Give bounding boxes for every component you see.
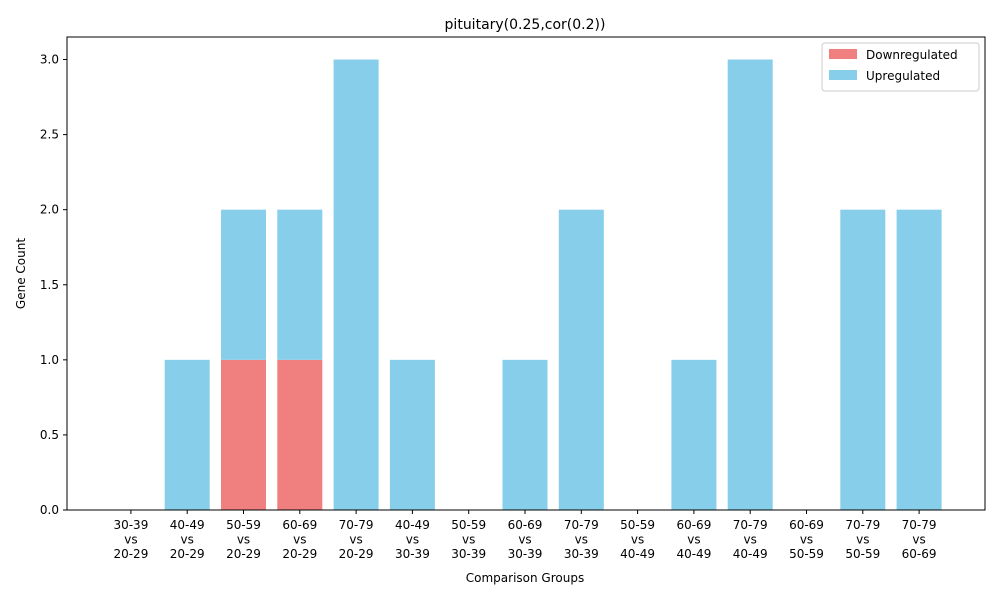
y-axis-label: Gene Count xyxy=(14,238,28,309)
x-tick-label-line: vs xyxy=(349,533,362,547)
x-tick-label-line: vs xyxy=(124,533,137,547)
bar-upregulated-5 xyxy=(389,359,435,510)
bar-upregulated-8 xyxy=(558,209,604,510)
x-tick-label-line: vs xyxy=(181,533,194,547)
x-tick-label-line: 30-39 xyxy=(113,518,148,532)
x-tick-label-line: 30-39 xyxy=(564,547,599,561)
x-tick-label-line: vs xyxy=(744,533,757,547)
x-tick-label-line: 60-69 xyxy=(676,518,711,532)
y-tick-label: 0.0 xyxy=(40,503,59,517)
x-tick-label: 50-59 vs 20-29 xyxy=(226,518,261,561)
x-tick-label-line: vs xyxy=(687,533,700,547)
legend-box xyxy=(821,42,980,92)
legend-swatch-downregulated xyxy=(829,49,857,59)
x-tick-label-line: vs xyxy=(912,533,925,547)
x-tick-label: 70-79 vs 40-49 xyxy=(733,518,768,561)
chart-title: pituitary(0.25,cor(0.2)) xyxy=(445,17,606,33)
x-tick-label: 50-59 vs 30-39 xyxy=(451,518,486,561)
x-tick-label-line: 40-49 xyxy=(676,547,711,561)
x-tick-label-line: vs xyxy=(800,533,813,547)
x-tick-label-line: 30-39 xyxy=(395,547,430,561)
x-tick-label: 60-69 vs 20-29 xyxy=(282,518,317,561)
x-tick-label-line: 20-29 xyxy=(170,547,205,561)
x-tick-label-line: 70-79 xyxy=(339,518,374,532)
x-tick-label-line: 30-39 xyxy=(508,547,543,561)
x-tick-label: 60-69 vs 50-59 xyxy=(789,518,824,561)
y-tick-label: 3.0 xyxy=(40,53,59,67)
y-tick-label: 2.0 xyxy=(40,203,59,217)
plot-frame xyxy=(66,36,986,511)
x-tick-label: 70-79 vs 60-69 xyxy=(902,518,937,561)
x-tick-label-line: vs xyxy=(462,533,475,547)
x-tick-label-line: 20-29 xyxy=(282,547,317,561)
legend-label-downregulated: Downregulated xyxy=(866,48,958,62)
x-tick-label: 30-39 vs 20-29 xyxy=(113,518,148,561)
x-tick-label-line: vs xyxy=(518,533,531,547)
y-tick-label: 1.0 xyxy=(40,353,59,367)
x-tick-label-line: 40-49 xyxy=(395,518,430,532)
x-tick-label-line: 20-29 xyxy=(226,547,261,561)
x-tick-label: 50-59 vs 40-49 xyxy=(620,518,655,561)
x-tick-label: 70-79 vs 20-29 xyxy=(339,518,374,561)
y-axis: 0.0 0.5 1.0 1.5 2.0 2.5 3.0 xyxy=(40,53,67,517)
y-tick-label: 1.5 xyxy=(40,278,59,292)
x-tick-label-line: 50-59 xyxy=(789,547,824,561)
x-tick-label-line: vs xyxy=(237,533,250,547)
x-tick-label: 70-79 vs 50-59 xyxy=(845,518,880,561)
x-tick-label-line: 20-29 xyxy=(113,547,148,561)
x-tick-label-line: 50-59 xyxy=(451,518,486,532)
x-tick-label-line: vs xyxy=(293,533,306,547)
bar-downregulated-2 xyxy=(221,359,266,510)
x-tick-label: 60-69 vs 40-49 xyxy=(676,518,711,561)
x-tick-label-line: 70-79 xyxy=(845,518,880,532)
x-tick-label-line: 60-69 xyxy=(508,518,543,532)
bar-upregulated-4 xyxy=(333,59,379,511)
bar-upregulated-7 xyxy=(502,359,548,510)
x-tick-label-line: 70-79 xyxy=(564,518,599,532)
x-tick-label-line: 50-59 xyxy=(845,547,880,561)
bar-upregulated-1 xyxy=(164,359,210,510)
x-axis-label: Comparison Groups xyxy=(466,571,584,585)
x-tick-label-line: 40-49 xyxy=(620,547,655,561)
bar-upregulated-2 xyxy=(221,209,266,360)
x-tick-label-line: 30-39 xyxy=(451,547,486,561)
bar-upregulated-3 xyxy=(277,209,323,360)
x-tick-label-line: vs xyxy=(631,533,644,547)
legend: Downregulated Upregulated xyxy=(821,42,980,92)
x-tick-label-line: 50-59 xyxy=(226,518,261,532)
x-tick-label-line: 70-79 xyxy=(902,518,937,532)
legend-swatch-upregulated xyxy=(829,70,857,80)
bar-upregulated-10 xyxy=(671,359,717,510)
x-tick-label-line: vs xyxy=(575,533,588,547)
y-tick-label: 0.5 xyxy=(40,428,59,442)
x-tick-label-line: vs xyxy=(856,533,869,547)
x-tick-label: 40-49 vs 20-29 xyxy=(170,518,205,561)
y-tick-label: 2.5 xyxy=(40,128,59,142)
x-tick-label-line: 50-59 xyxy=(620,518,655,532)
x-tick-label-line: 70-79 xyxy=(733,518,768,532)
bars-group xyxy=(164,59,942,511)
bar-upregulated-13 xyxy=(840,209,886,510)
bar-upregulated-11 xyxy=(727,59,773,511)
x-tick-label-line: 60-69 xyxy=(902,547,937,561)
x-tick-label-line: 40-49 xyxy=(170,518,205,532)
x-tick-label-line: 60-69 xyxy=(789,518,824,532)
bar-upregulated-14 xyxy=(896,209,942,510)
x-tick-label: 40-49 vs 30-39 xyxy=(395,518,430,561)
x-tick-label: 60-69 vs 30-39 xyxy=(508,518,543,561)
bar-downregulated-3 xyxy=(277,359,323,510)
legend-label-upregulated: Upregulated xyxy=(866,69,940,83)
x-tick-label-line: 40-49 xyxy=(733,547,768,561)
x-tick-label-line: vs xyxy=(406,533,419,547)
x-tick-label-line: 20-29 xyxy=(339,547,374,561)
x-tick-label: 70-79 vs 30-39 xyxy=(564,518,599,561)
x-tick-label-line: 60-69 xyxy=(282,518,317,532)
